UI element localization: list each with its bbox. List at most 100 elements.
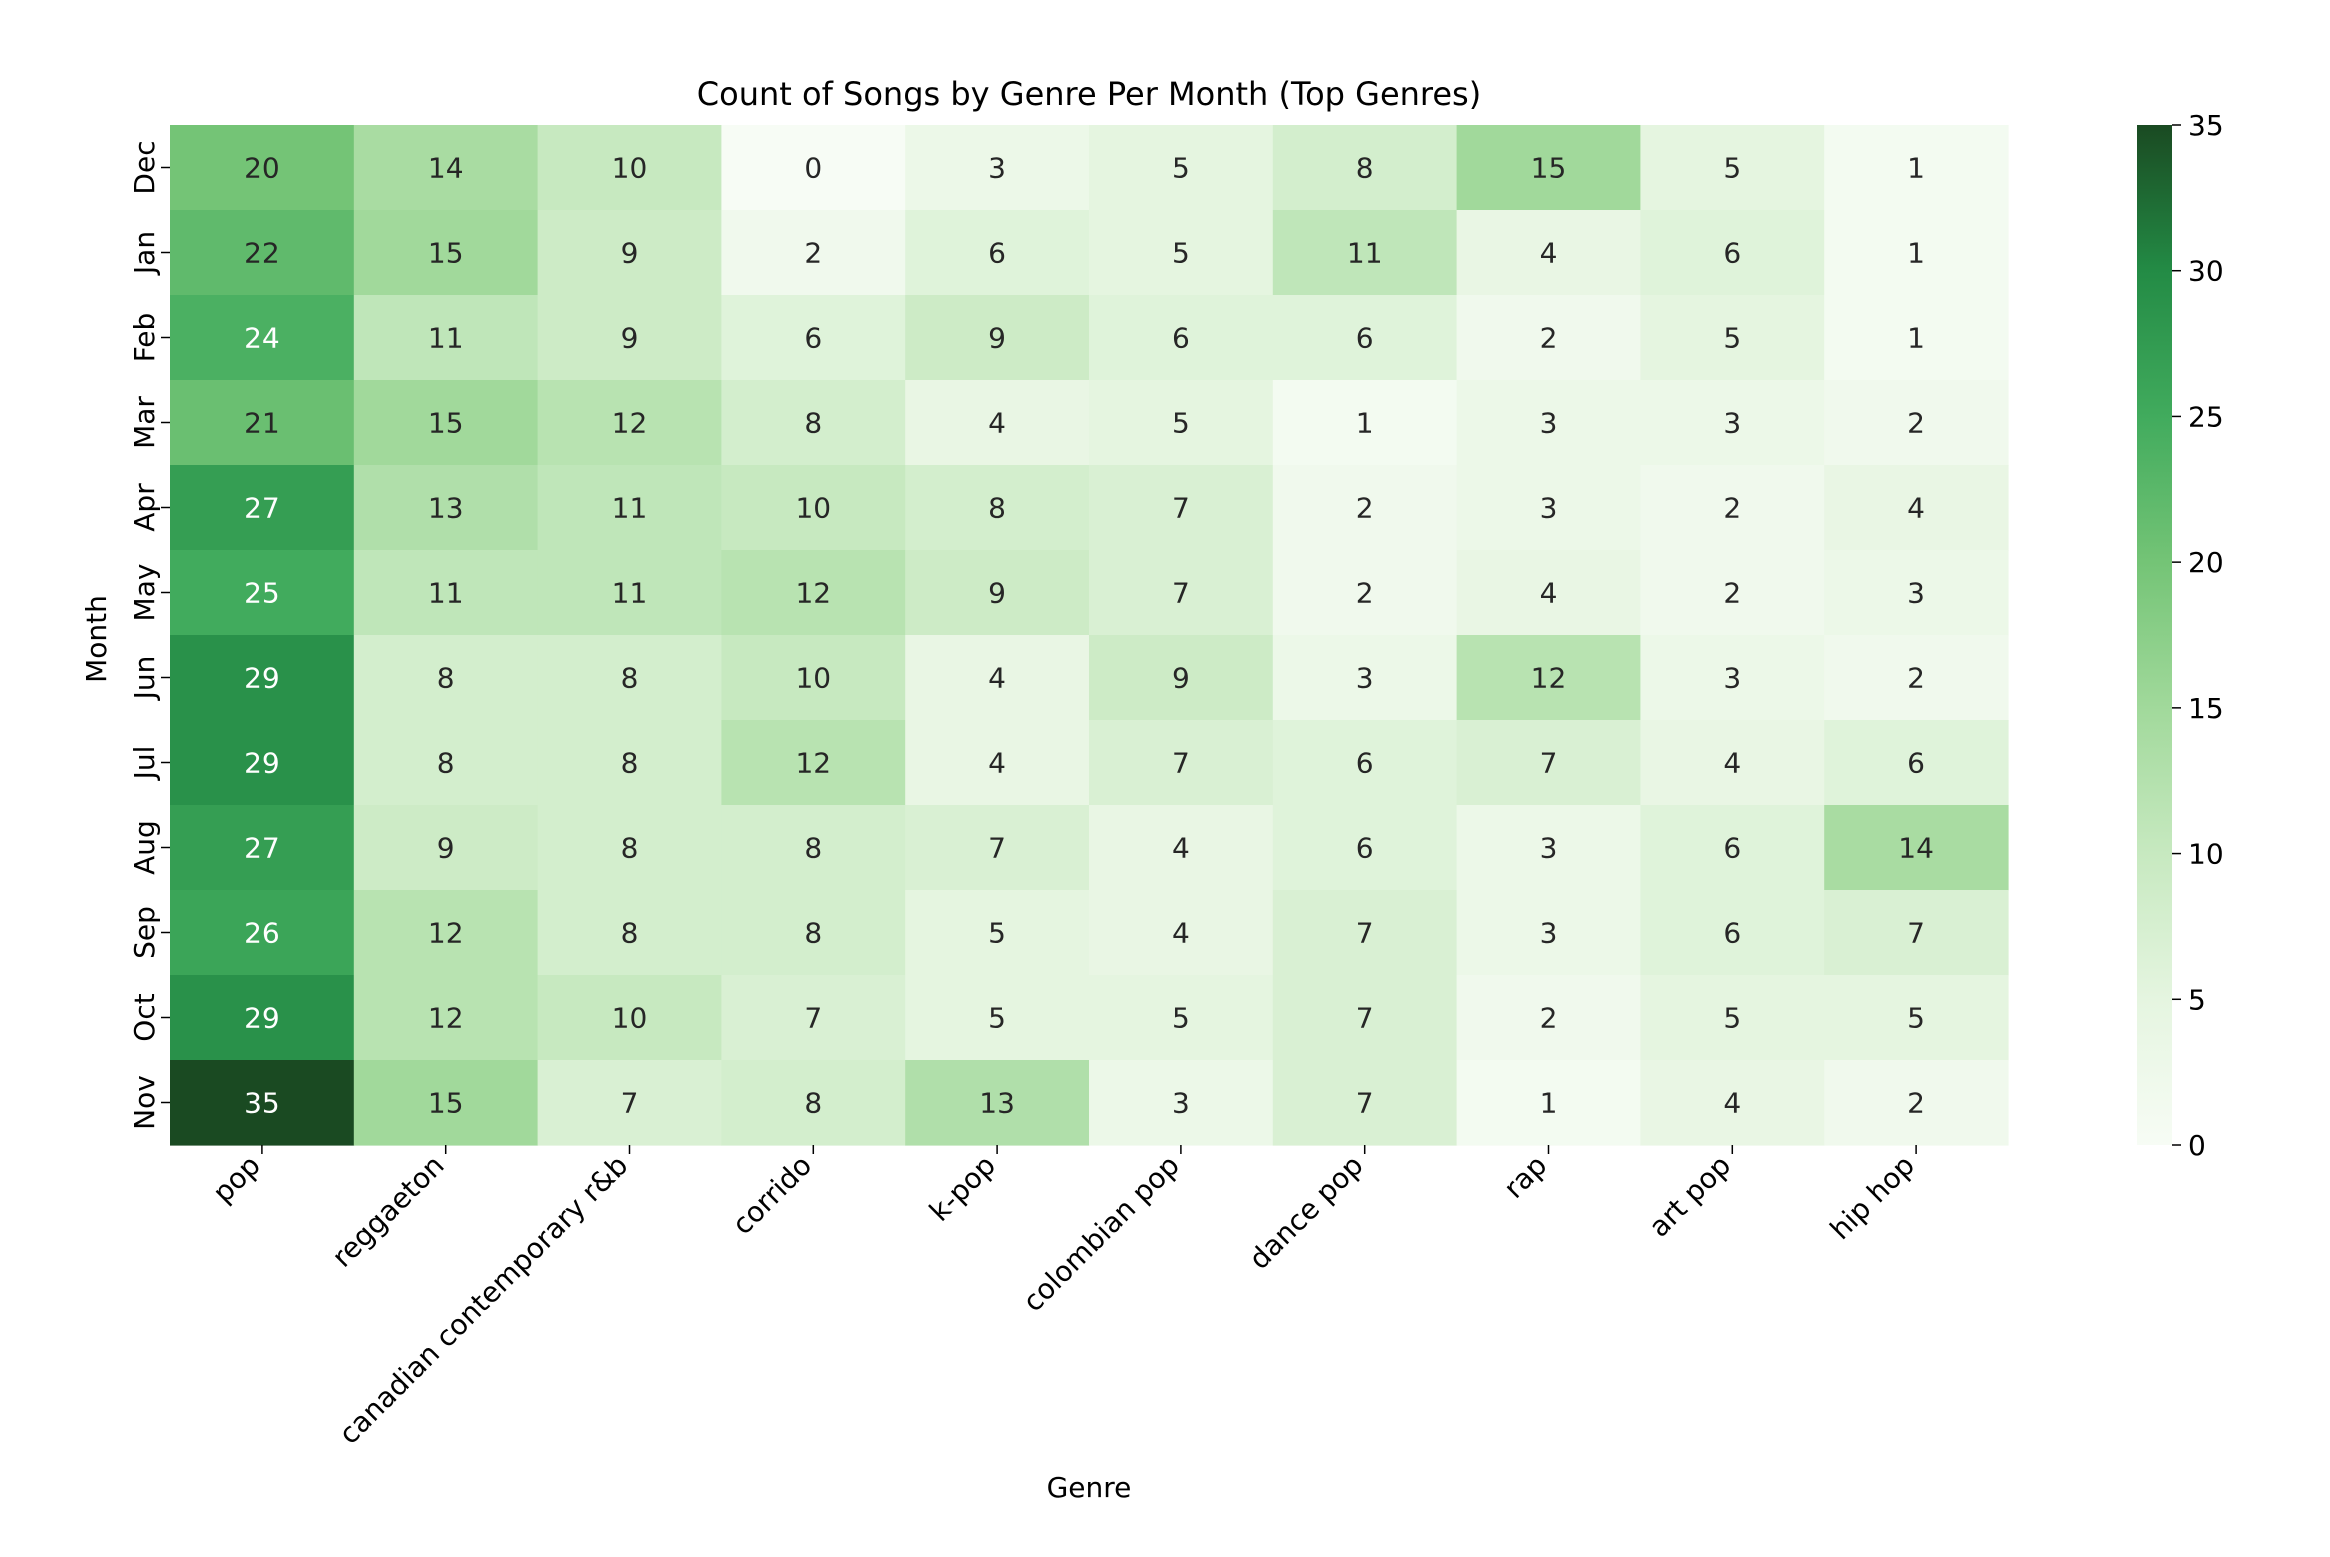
cell-value-label: 7 xyxy=(804,1002,822,1035)
heatmap-cell xyxy=(353,805,539,891)
heatmap-cell xyxy=(537,635,722,721)
cell-value-label: 8 xyxy=(804,1087,822,1120)
heatmap-cell xyxy=(537,550,722,636)
heatmap-cell xyxy=(1089,720,1274,806)
y-axis-label: Month xyxy=(80,595,113,683)
cell-value-label: 3 xyxy=(1907,577,1925,610)
cell-value-label: 12 xyxy=(612,407,648,440)
heatmap-cell xyxy=(353,125,539,211)
heatmap-cell xyxy=(1089,1060,1274,1146)
heatmap-cell xyxy=(1272,635,1458,721)
cell-value-label: 2 xyxy=(1907,662,1925,695)
x-tick-label: rap xyxy=(1497,1149,1553,1205)
heatmap-cell xyxy=(905,210,1090,296)
cell-value-label: 3 xyxy=(1540,832,1558,865)
y-tick-label: Oct xyxy=(128,993,161,1041)
heatmap-cell xyxy=(1640,465,1825,551)
heatmap-cell xyxy=(905,890,1090,976)
colorbar-tick-label: 15 xyxy=(2188,692,2224,725)
heatmap-cell xyxy=(1272,295,1458,381)
cell-value-label: 8 xyxy=(621,662,639,695)
chart-title: Count of Songs by Genre Per Month (Top G… xyxy=(697,75,1481,113)
heatmap-cell xyxy=(170,890,355,976)
cell-value-label: 2 xyxy=(1356,577,1374,610)
cell-value-label: 15 xyxy=(428,407,464,440)
heatmap-cell xyxy=(170,1060,355,1146)
cell-value-label: 3 xyxy=(1723,407,1741,440)
heatmap-cell xyxy=(1640,805,1825,891)
heatmap-cell xyxy=(1456,635,1641,721)
x-axis-label: Genre xyxy=(1047,1471,1132,1504)
cell-value-label: 12 xyxy=(795,747,831,780)
cell-value-label: 4 xyxy=(1540,237,1558,270)
cell-value-label: 2 xyxy=(1540,322,1558,355)
cell-value-label: 13 xyxy=(428,492,464,525)
heatmap-cell xyxy=(1456,975,1641,1061)
cell-value-label: 5 xyxy=(988,1002,1006,1035)
heatmap-cell xyxy=(905,635,1090,721)
heatmap-cell xyxy=(721,805,906,891)
heatmap-cell xyxy=(721,720,906,806)
heatmap-cell xyxy=(170,635,355,721)
cell-value-label: 6 xyxy=(1723,237,1741,270)
heatmap-cell xyxy=(1824,550,2009,636)
cell-value-label: 4 xyxy=(1172,917,1190,950)
cell-value-label: 35 xyxy=(244,1087,280,1120)
heatmap-cell xyxy=(353,1060,539,1146)
cell-value-label: 6 xyxy=(1356,747,1374,780)
cell-value-label: 10 xyxy=(795,662,831,695)
heatmap-cell xyxy=(721,635,906,721)
heatmap-cell xyxy=(1824,295,2009,381)
cell-value-label: 7 xyxy=(1172,577,1190,610)
cell-value-label: 5 xyxy=(1172,152,1190,185)
heatmap-cell xyxy=(905,975,1090,1061)
cell-value-label: 8 xyxy=(621,917,639,950)
heatmap-cell xyxy=(170,210,355,296)
heatmap-cell xyxy=(1640,975,1825,1061)
heatmap-cell xyxy=(721,125,906,211)
cell-value-label: 11 xyxy=(612,577,648,610)
heatmap-cell xyxy=(170,295,355,381)
cell-value-label: 8 xyxy=(804,407,822,440)
cell-value-label: 6 xyxy=(1356,322,1374,355)
heatmap-cell xyxy=(1089,465,1274,551)
cell-value-label: 5 xyxy=(1723,322,1741,355)
heatmap-cell xyxy=(170,550,355,636)
heatmap-cell xyxy=(1824,465,2009,551)
heatmap-cell xyxy=(1089,805,1274,891)
heatmap-cell xyxy=(905,295,1090,381)
cell-value-label: 26 xyxy=(244,917,280,950)
heatmap-cell xyxy=(1824,890,2009,976)
heatmap-cell xyxy=(353,975,539,1061)
cell-value-label: 22 xyxy=(244,237,280,270)
cell-value-label: 15 xyxy=(428,1087,464,1120)
heatmap-cell xyxy=(1272,465,1458,551)
colorbar: 0 5 10 15 20 25 30 35 xyxy=(2137,109,2224,1162)
heatmap-cell xyxy=(170,805,355,891)
x-tick-label: dance pop xyxy=(1242,1149,1369,1276)
cell-value-label: 4 xyxy=(1540,577,1558,610)
cell-value-label: 8 xyxy=(621,832,639,865)
heatmap-cell xyxy=(353,635,539,721)
cell-value-label: 3 xyxy=(1172,1087,1190,1120)
heatmap-cell xyxy=(1272,975,1458,1061)
cell-value-label: 7 xyxy=(1356,1002,1374,1035)
heatmap-cell xyxy=(1456,890,1641,976)
cell-value-label: 7 xyxy=(1172,492,1190,525)
y-tick-label: Jul xyxy=(128,746,161,782)
x-tick-label: pop xyxy=(206,1149,267,1210)
x-tick-label: canadian contemporary r&b xyxy=(332,1149,634,1451)
cell-value-label: 8 xyxy=(988,492,1006,525)
cell-value-label: 9 xyxy=(988,577,1006,610)
cell-value-label: 4 xyxy=(1907,492,1925,525)
cell-value-label: 12 xyxy=(428,1002,464,1035)
heatmap-cell xyxy=(1640,635,1825,721)
cell-value-label: 12 xyxy=(1531,662,1567,695)
heatmap-cell xyxy=(721,550,906,636)
heatmap-cell xyxy=(353,550,539,636)
heatmap-cell xyxy=(1824,975,2009,1061)
cell-value-label: 4 xyxy=(988,407,1006,440)
cell-value-label: 3 xyxy=(1723,662,1741,695)
